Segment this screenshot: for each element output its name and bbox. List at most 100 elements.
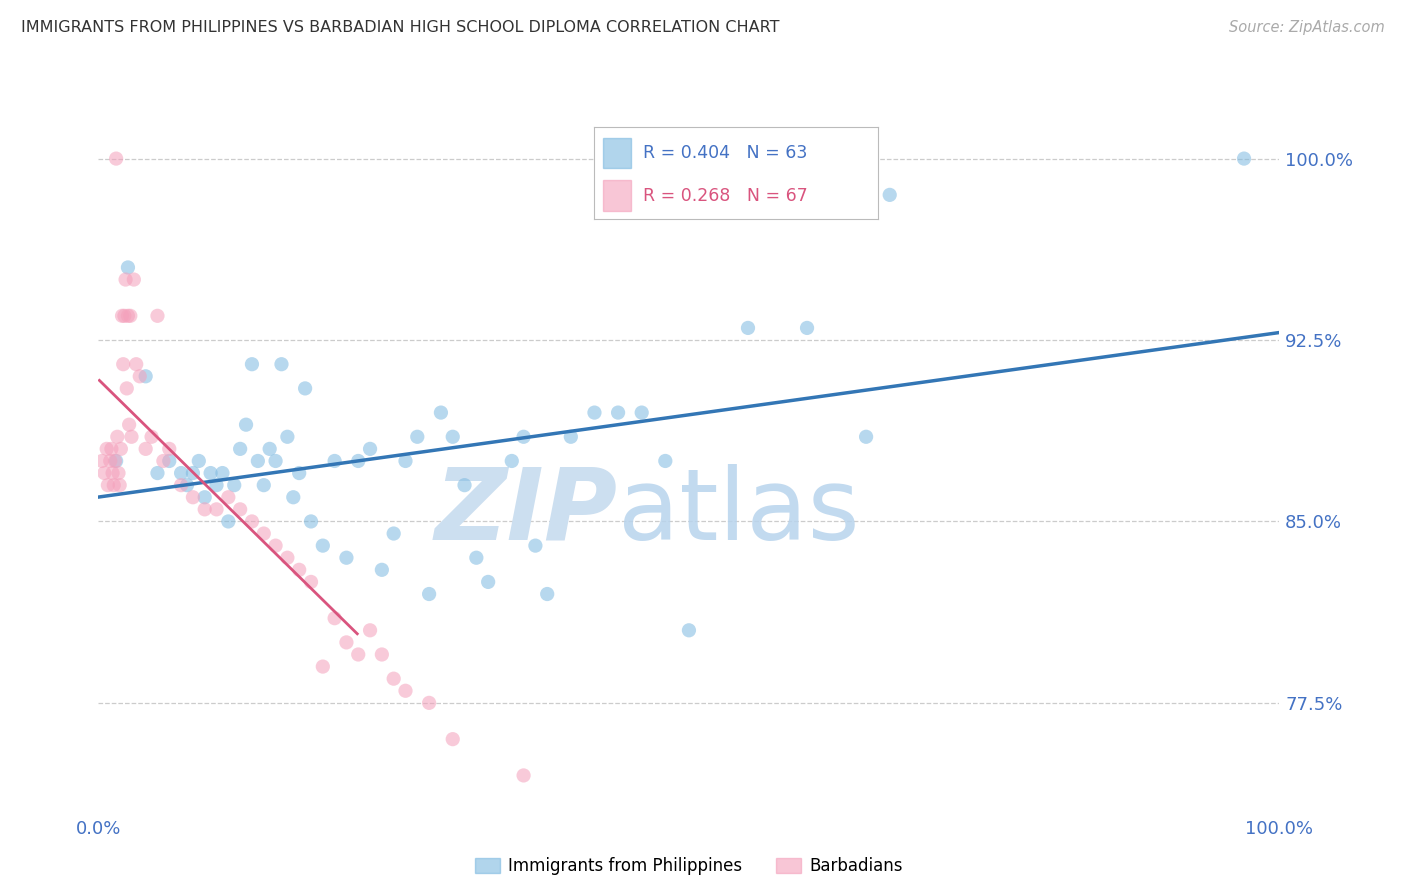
- Text: R = 0.268   N = 67: R = 0.268 N = 67: [643, 186, 807, 205]
- Point: [146, 466, 169, 480]
- Point: [104, 454, 127, 468]
- Point: [382, 526, 405, 541]
- Point: [117, 260, 139, 275]
- Point: [117, 309, 139, 323]
- Legend: Immigrants from Philippines, Barbadians: Immigrants from Philippines, Barbadians: [468, 851, 910, 882]
- Point: [170, 466, 193, 480]
- Point: [264, 539, 287, 553]
- Point: [194, 502, 217, 516]
- Text: Source: ZipAtlas.com: Source: ZipAtlas.com: [1229, 20, 1385, 35]
- Point: [347, 648, 370, 662]
- Point: [270, 357, 292, 371]
- Point: [112, 357, 135, 371]
- Point: [107, 466, 129, 480]
- Point: [253, 526, 276, 541]
- Point: [394, 683, 416, 698]
- Point: [135, 369, 157, 384]
- Point: [264, 454, 287, 468]
- Point: [382, 672, 405, 686]
- Point: [583, 406, 606, 420]
- FancyBboxPatch shape: [603, 180, 631, 211]
- Text: R = 0.404   N = 63: R = 0.404 N = 63: [643, 145, 807, 162]
- Point: [288, 466, 311, 480]
- Point: [796, 321, 818, 335]
- Point: [105, 454, 128, 468]
- Point: [855, 430, 877, 444]
- Point: [98, 454, 121, 468]
- Point: [105, 430, 128, 444]
- Point: [229, 442, 252, 456]
- Point: [115, 381, 138, 395]
- Point: [224, 478, 246, 492]
- Point: [371, 648, 394, 662]
- Point: [323, 611, 346, 625]
- Point: [259, 442, 281, 456]
- Point: [276, 430, 298, 444]
- Point: [200, 466, 222, 480]
- Point: [335, 550, 357, 565]
- Point: [1233, 152, 1256, 166]
- Point: [323, 454, 346, 468]
- Point: [607, 406, 630, 420]
- Point: [128, 369, 150, 384]
- Point: [441, 732, 464, 747]
- Point: [879, 187, 901, 202]
- Point: [240, 515, 263, 529]
- Point: [477, 574, 499, 589]
- Point: [630, 406, 652, 420]
- Point: [141, 430, 163, 444]
- Point: [430, 406, 453, 420]
- Point: [229, 502, 252, 516]
- Point: [560, 430, 582, 444]
- Point: [217, 490, 239, 504]
- Point: [121, 430, 143, 444]
- Point: [181, 490, 204, 504]
- Point: [246, 454, 269, 468]
- Point: [512, 768, 534, 782]
- Point: [110, 442, 132, 456]
- Point: [122, 272, 145, 286]
- Point: [170, 478, 193, 492]
- Point: [371, 563, 394, 577]
- Point: [187, 454, 209, 468]
- Point: [157, 454, 180, 468]
- Point: [253, 478, 276, 492]
- Point: [205, 502, 228, 516]
- Point: [276, 550, 298, 565]
- Point: [114, 272, 136, 286]
- Point: [157, 442, 180, 456]
- Point: [205, 478, 228, 492]
- Point: [394, 454, 416, 468]
- Point: [97, 478, 120, 492]
- Point: [194, 490, 217, 504]
- Point: [312, 659, 335, 673]
- Point: [359, 624, 381, 638]
- Point: [453, 478, 475, 492]
- FancyBboxPatch shape: [603, 137, 631, 169]
- Point: [299, 574, 322, 589]
- Point: [418, 696, 440, 710]
- Point: [103, 478, 125, 492]
- Point: [294, 381, 316, 395]
- Point: [125, 357, 148, 371]
- Point: [105, 152, 128, 166]
- Point: [678, 624, 700, 638]
- Point: [406, 430, 429, 444]
- Text: atlas: atlas: [619, 464, 859, 560]
- Point: [217, 515, 239, 529]
- Point: [112, 309, 135, 323]
- Point: [100, 442, 122, 456]
- Point: [441, 430, 464, 444]
- Point: [101, 466, 124, 480]
- Point: [335, 635, 357, 649]
- Point: [299, 515, 322, 529]
- Point: [176, 478, 198, 492]
- Point: [152, 454, 174, 468]
- Text: ZIP: ZIP: [434, 464, 619, 560]
- Point: [108, 478, 131, 492]
- Point: [288, 563, 311, 577]
- Point: [240, 357, 263, 371]
- Point: [146, 309, 169, 323]
- Point: [120, 309, 142, 323]
- Point: [654, 454, 676, 468]
